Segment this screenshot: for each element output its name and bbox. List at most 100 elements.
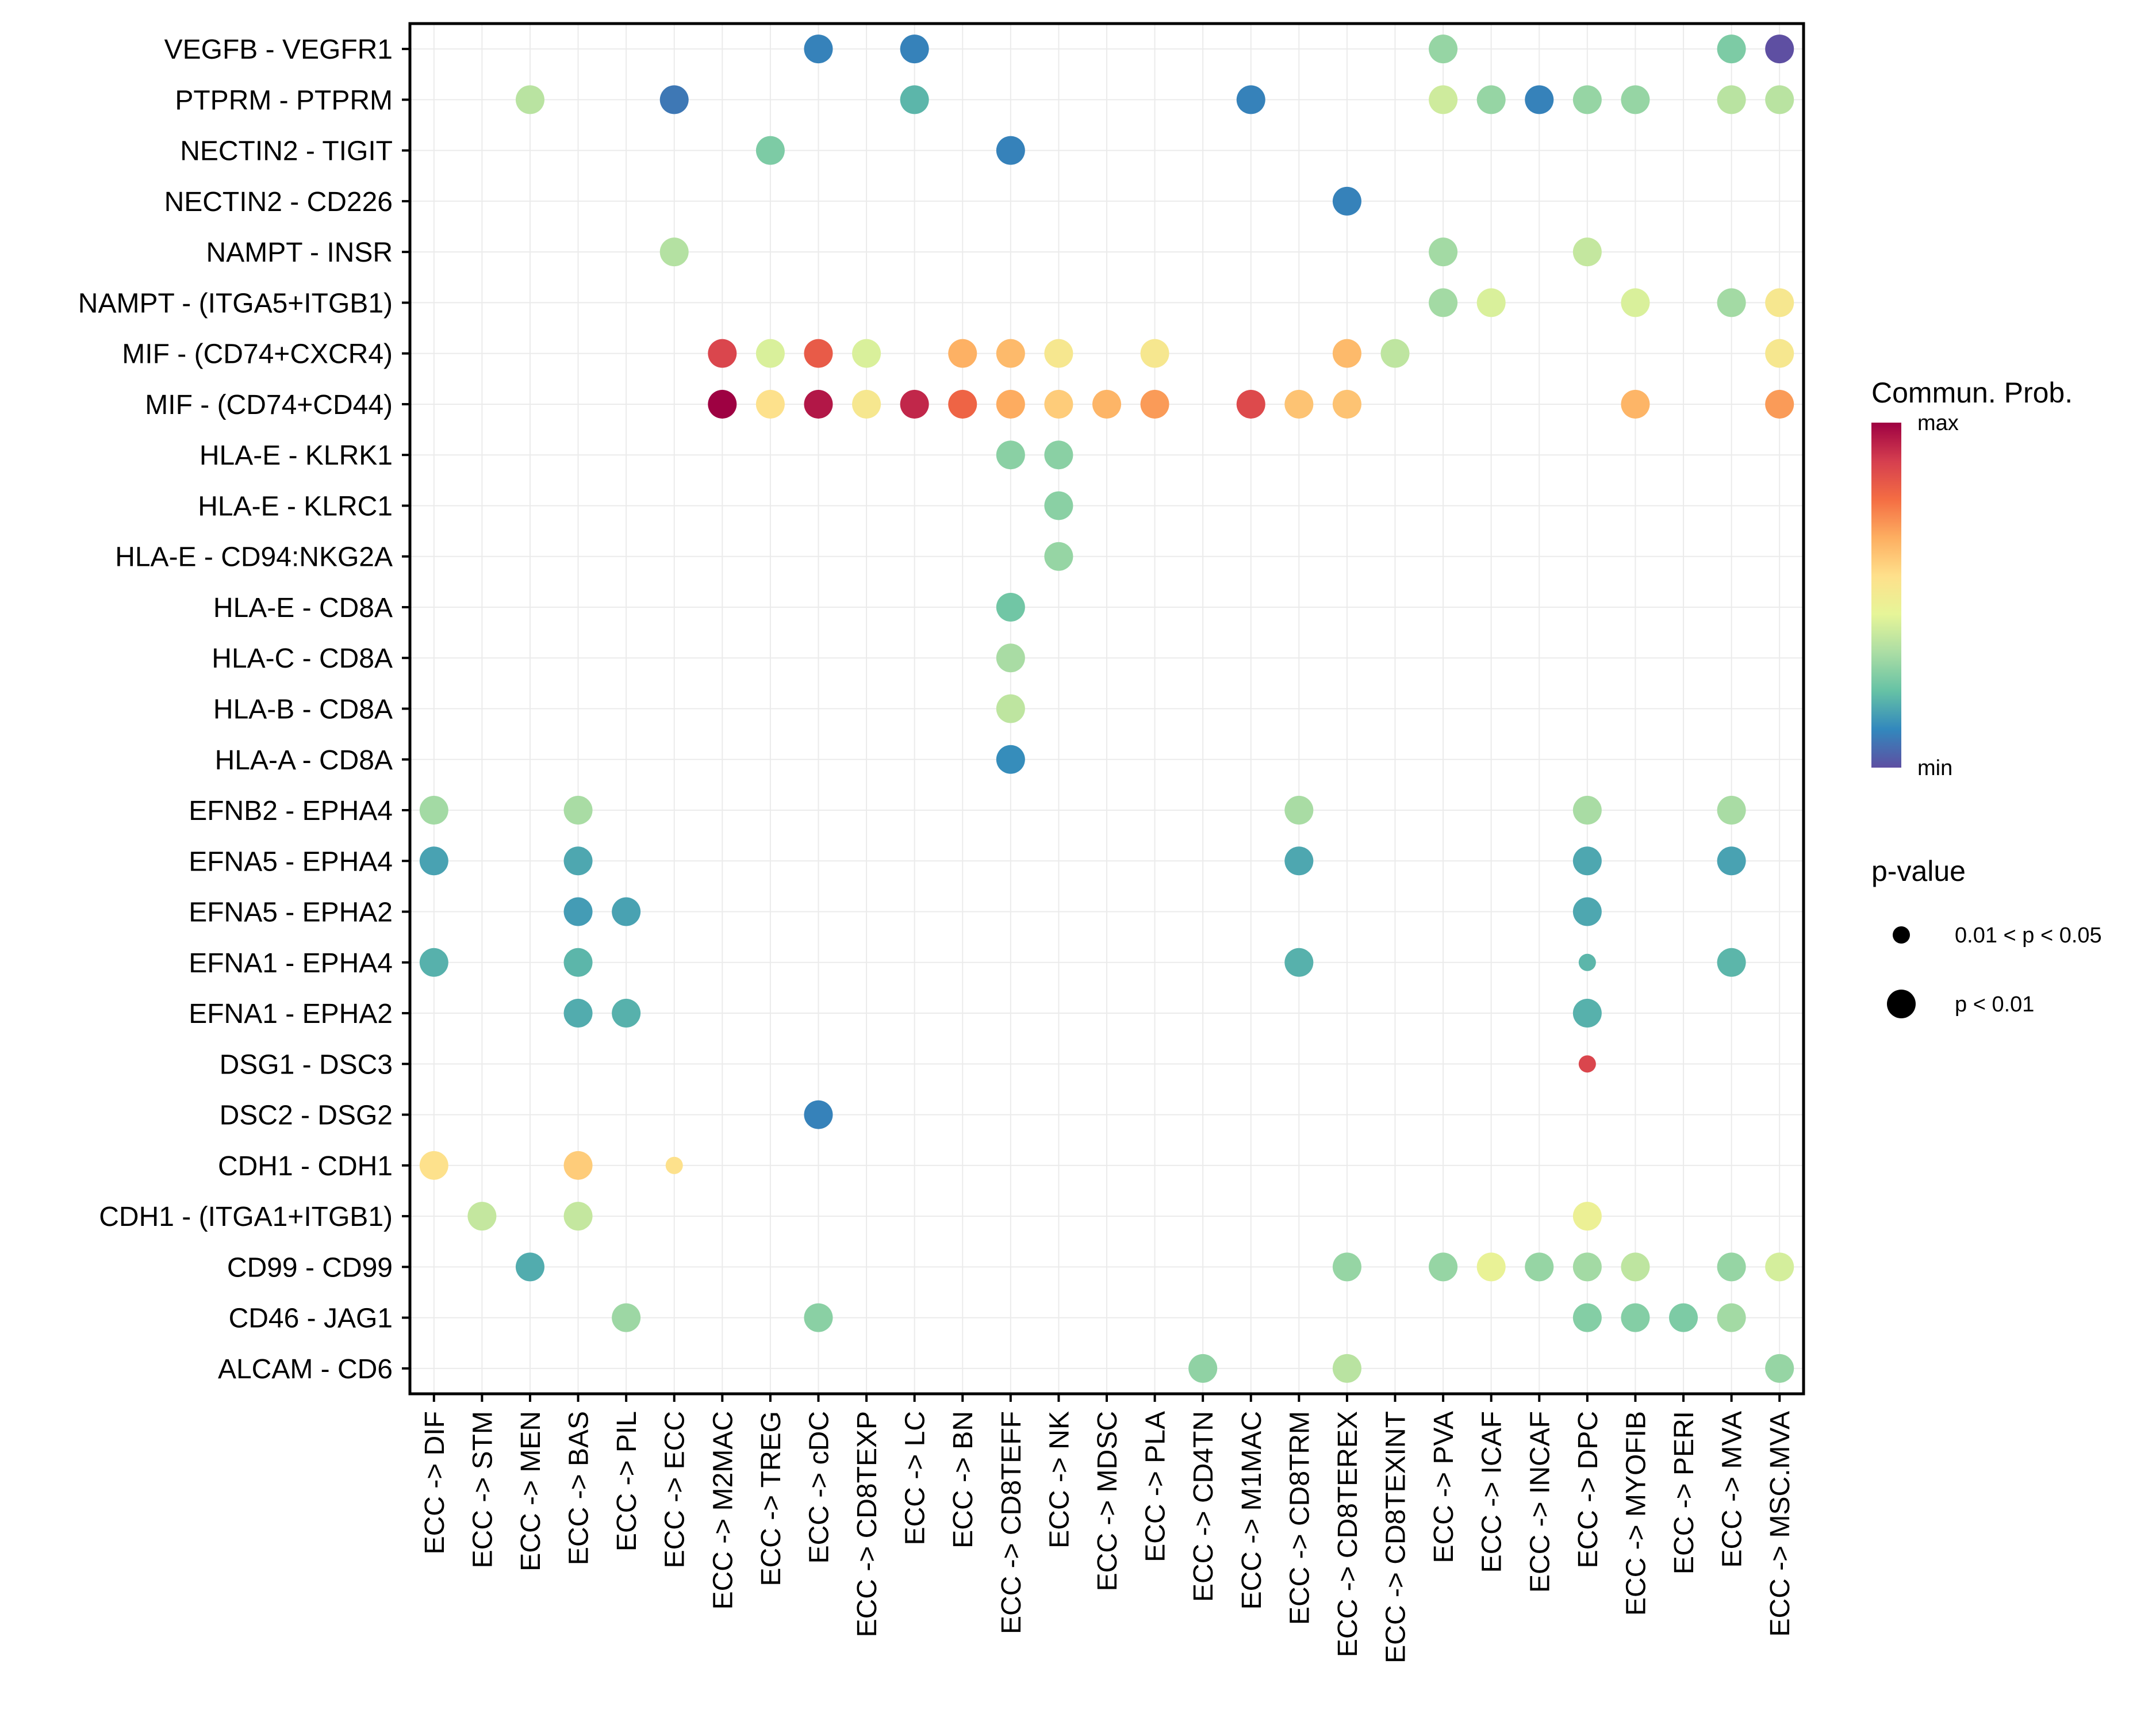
x-tick-label: ECC -> INCAF [1525, 1411, 1555, 1593]
data-point [1765, 339, 1794, 368]
data-point [1236, 389, 1265, 419]
data-point [612, 897, 641, 926]
y-tick-label: EFNA1 - EPHA4 [189, 948, 393, 979]
x-tick-label: ECC -> CD8TEXINT [1381, 1411, 1411, 1663]
y-tick-label: CD46 - JAG1 [229, 1304, 393, 1334]
data-point [1476, 1252, 1506, 1282]
y-tick-label: HLA-E - KLRK1 [200, 440, 393, 471]
y-tick-label: CDH1 - CDH1 [218, 1151, 393, 1182]
data-point [1765, 288, 1794, 317]
grid-lines [410, 24, 1804, 1394]
y-tick-label: EFNB2 - EPHA4 [189, 796, 393, 826]
x-tick-label: ECC -> CD8TEFF [996, 1411, 1027, 1634]
x-tick-label: ECC -> M1MAC [1237, 1411, 1267, 1609]
y-tick-label: CDH1 - (ITGA1+ITGB1) [99, 1202, 393, 1232]
x-tick-label: ECC -> PLA [1141, 1411, 1171, 1562]
data-point [708, 389, 737, 419]
data-point [1429, 237, 1458, 267]
data-point [948, 389, 977, 419]
x-tick-label: ECC -> BAS [564, 1411, 594, 1565]
color-legend-min-label: min [1917, 756, 1952, 780]
data-point [1332, 1252, 1361, 1282]
size-legend-key [1893, 926, 1910, 944]
y-tick-label: NAMPT - INSR [206, 237, 393, 268]
data-point [755, 136, 785, 165]
y-tick-label: EFNA1 - EPHA2 [189, 999, 393, 1029]
data-point [1578, 953, 1596, 971]
data-point [1284, 948, 1314, 977]
x-tick-label: ECC -> cDC [804, 1411, 834, 1563]
data-point [996, 694, 1025, 723]
y-tick-label: MIF - (CD74+CXCR4) [122, 339, 393, 370]
x-tick-label: ECC -> TREG [756, 1411, 787, 1586]
data-point [900, 85, 929, 114]
data-point [708, 339, 737, 368]
x-tick-label: ECC -> MYOFIB [1621, 1411, 1651, 1616]
data-point [948, 339, 977, 368]
y-tick-label: HLA-E - CD94:NKG2A [115, 542, 393, 573]
x-tick-label: ECC -> M2MAC [708, 1411, 738, 1609]
data-point [1621, 389, 1650, 419]
x-tick-label: ECC -> MVA [1717, 1411, 1748, 1567]
data-point [1621, 288, 1650, 317]
data-point [1476, 288, 1506, 317]
x-tick-label: ECC -> PERI [1669, 1411, 1700, 1574]
data-point [1044, 339, 1073, 368]
data-point [1525, 1252, 1554, 1282]
y-tick-label: NAMPT - (ITGA5+ITGB1) [78, 288, 393, 319]
y-axis: VEGFB - VEGFR1 PTPRM - PTPRM NECTIN2 - TIG… [78, 34, 410, 1385]
data-point [665, 1156, 683, 1174]
data-point [1765, 389, 1794, 419]
data-point [1332, 389, 1361, 419]
data-point [755, 389, 785, 419]
data-point [804, 339, 833, 368]
data-point [1572, 796, 1602, 825]
data-point [900, 34, 929, 64]
data-point [996, 339, 1025, 368]
data-point [1380, 339, 1410, 368]
data-point [1765, 1252, 1794, 1282]
data-point [1621, 1252, 1650, 1282]
data-points [419, 34, 1794, 1383]
data-point [852, 339, 881, 368]
data-point [1044, 542, 1073, 571]
data-point [1717, 288, 1746, 317]
data-point [1717, 948, 1746, 977]
data-point [1140, 389, 1169, 419]
x-tick-label: ECC -> CD8TEXP [852, 1411, 883, 1637]
y-tick-label: HLA-C - CD8A [212, 643, 393, 674]
x-tick-label: ECC -> DPC [1573, 1411, 1603, 1568]
data-point [419, 1151, 448, 1180]
x-tick-label: ECC -> LC [900, 1411, 931, 1545]
data-point [1765, 85, 1794, 114]
y-tick-label: EFNA5 - EPHA4 [189, 846, 393, 877]
data-point [996, 643, 1025, 673]
data-point [1332, 339, 1361, 368]
data-point [1572, 1303, 1602, 1332]
data-point [515, 85, 544, 114]
data-point [563, 1151, 593, 1180]
data-point [1717, 85, 1746, 114]
x-tick-label: ECC -> CD8TEREX [1333, 1411, 1363, 1657]
data-point [1092, 389, 1121, 419]
data-point [1572, 237, 1602, 267]
data-point [1429, 288, 1458, 317]
data-point [996, 389, 1025, 419]
x-tick-label: ECC -> PVA [1429, 1411, 1459, 1563]
x-tick-label: ECC -> STM [467, 1411, 498, 1568]
data-point [1236, 85, 1265, 114]
data-point [900, 389, 929, 419]
color-legend-max-label: max [1917, 411, 1959, 435]
data-point [1044, 491, 1073, 520]
data-point [852, 389, 881, 419]
data-point [1332, 186, 1361, 216]
data-point [1572, 897, 1602, 926]
data-point [1717, 1303, 1746, 1332]
y-tick-label: MIF - (CD74+CD44) [145, 390, 393, 420]
color-legend: Commun. Prob. max min [1871, 377, 2073, 780]
data-point [1044, 440, 1073, 470]
data-point [1717, 34, 1746, 64]
data-point [612, 999, 641, 1028]
data-point [1572, 1252, 1602, 1282]
x-tick-label: ECC -> BN [948, 1411, 979, 1548]
